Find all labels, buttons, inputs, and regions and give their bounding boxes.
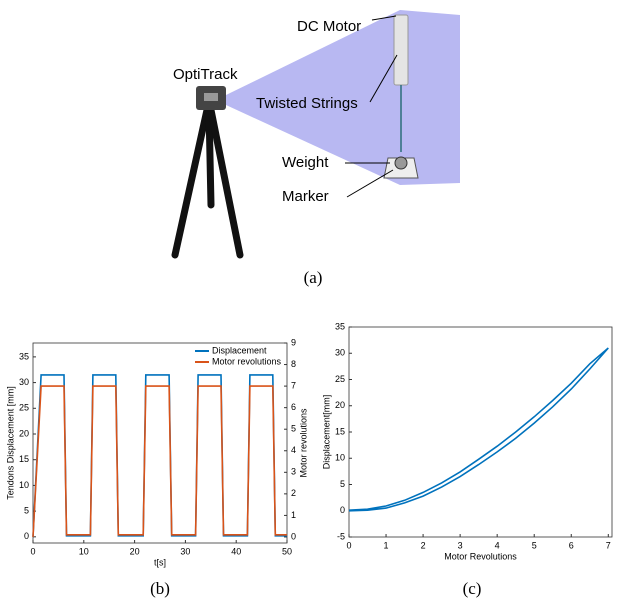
legend-label: Motor revolutions (212, 356, 282, 366)
y-tick-label: 20 (335, 400, 345, 410)
arrow (369, 54, 398, 103)
y-tick-label: 35 (19, 351, 29, 361)
label: Marker (282, 188, 329, 205)
label: Twisted Strings (256, 95, 358, 112)
label: OptiTrack (173, 66, 238, 83)
y2-tick-label: 1 (291, 510, 296, 520)
label: Weight (282, 154, 329, 171)
y2-tick-label: 4 (291, 445, 296, 455)
y2-tick-label: 0 (291, 531, 296, 541)
weight (394, 156, 408, 170)
x-axis-label: t[s] (154, 557, 166, 567)
x-tick-label: 6 (569, 540, 574, 550)
series-line (32, 385, 287, 538)
y-tick-label: 15 (335, 426, 345, 436)
tripod-leg (205, 106, 215, 209)
y-tick-label: 10 (335, 453, 345, 463)
y-tick-label: 35 (335, 321, 345, 331)
x-tick-label: 30 (180, 546, 190, 556)
camera-lens (204, 93, 218, 101)
y-tick-label: -5 (337, 531, 345, 541)
y-tick-label: 30 (19, 377, 29, 387)
y-tick-label: 30 (335, 348, 345, 358)
x-tick-label: 0 (30, 546, 35, 556)
series-line (348, 347, 609, 512)
x-tick-label: 3 (458, 540, 463, 550)
label: DC Motor (297, 18, 361, 35)
x-tick-label: 40 (231, 546, 241, 556)
x-tick-label: 0 (346, 540, 351, 550)
x-tick-label: 10 (79, 546, 89, 556)
plot-frame (32, 342, 288, 544)
arrow (371, 15, 397, 21)
x-tick-label: 50 (282, 546, 292, 556)
y2-tick-label: 9 (291, 337, 296, 347)
y-tick-label: 5 (340, 479, 345, 489)
y-tick-label: 5 (24, 505, 29, 515)
y2-tick-label: 8 (291, 359, 296, 369)
legend-label: Displacement (212, 345, 267, 355)
x-tick-label: 20 (130, 546, 140, 556)
y-tick-label: 20 (19, 428, 29, 438)
setup-diagram: DC Motor OptiTrack Twisted Strings Weigh… (171, 10, 460, 287)
caption: (b) (150, 579, 170, 598)
y2-axis-label: Motor revolutions (298, 408, 308, 478)
y-tick-label: 25 (19, 403, 29, 413)
y2-tick-label: 3 (291, 467, 296, 477)
y2-tick-label: 5 (291, 424, 296, 434)
x-tick-label: 5 (532, 540, 537, 550)
y-axis-label: Tendons Displacement [mm] (5, 386, 15, 500)
y-tick-label: 15 (19, 454, 29, 464)
x-tick-label: 1 (384, 540, 389, 550)
caption: (a) (304, 268, 323, 287)
x-tick-label: 7 (606, 540, 611, 550)
y-tick-label: 0 (340, 505, 345, 515)
x-tick-label: 2 (421, 540, 426, 550)
caption: (c) (463, 579, 482, 598)
y-axis-label: Displacement[mm] (321, 395, 331, 470)
y2-tick-label: 6 (291, 402, 296, 412)
motor-frame (393, 14, 409, 86)
y2-tick-label: 7 (291, 380, 296, 390)
x-tick-label: 4 (495, 540, 500, 550)
y-tick-label: 10 (19, 480, 29, 490)
y-tick-label: 25 (335, 374, 345, 384)
y-tick-label: 0 (24, 531, 29, 541)
tripod-leg (171, 106, 211, 259)
y2-tick-label: 2 (291, 488, 296, 498)
x-axis-label: Motor Revolutions (444, 551, 517, 561)
arrow (346, 169, 394, 198)
tripod-leg (207, 106, 244, 259)
